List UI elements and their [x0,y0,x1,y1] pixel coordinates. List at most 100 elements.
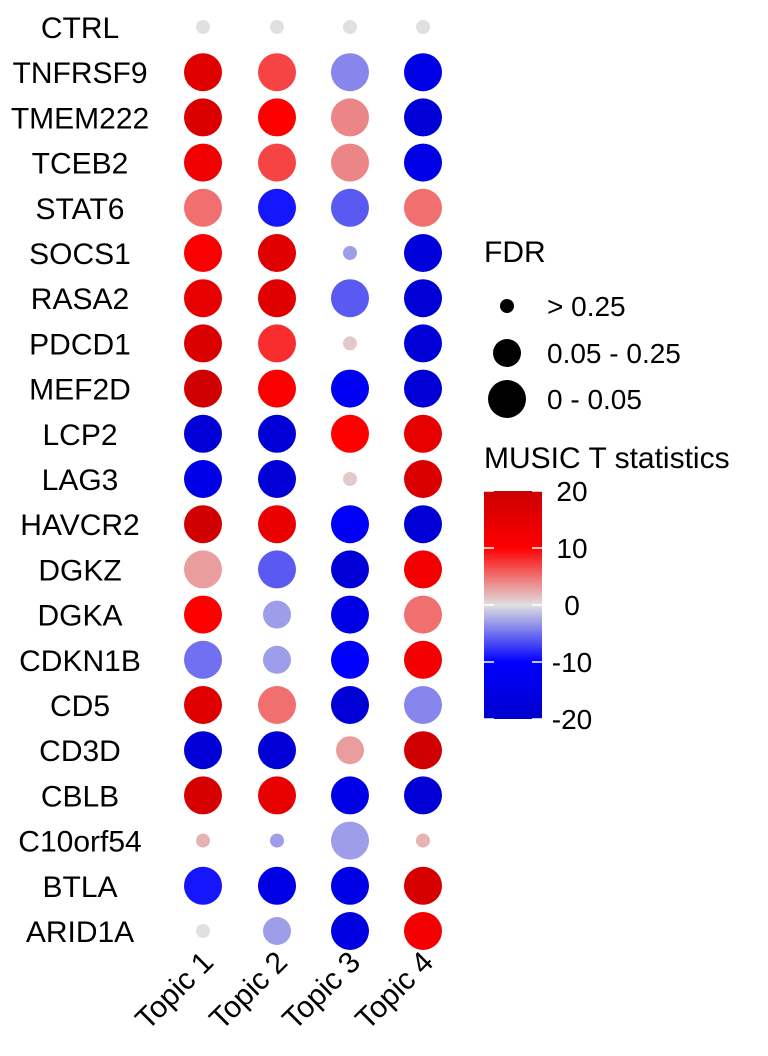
dot [258,686,296,724]
gene-label: LAG3 [42,464,119,497]
dot [404,98,442,137]
dot [184,731,222,770]
dot [404,369,442,408]
dot [331,821,369,860]
dot [331,595,369,634]
gene-label: TCEB2 [32,148,129,181]
topic-label: Topic 2 [203,946,294,1037]
dot [331,369,369,408]
gene-label: PDCD1 [29,328,131,361]
dot [331,550,369,589]
dot [331,866,369,905]
t-statistic-color-legend: MUSIC T statistics 20 10 0 -10 -20 [484,442,730,735]
dot [331,776,369,815]
dot [263,645,291,674]
dot [404,324,442,363]
gene-label: STAT6 [36,193,125,226]
gene-label: CD5 [50,690,110,723]
fdr-legend-dot-small [500,299,514,313]
dot [184,595,222,634]
dot [258,505,296,544]
topic-label: Topic 4 [349,946,440,1037]
gene-label: TNFRSF9 [13,57,148,90]
gene-label: MEF2D [29,374,131,407]
dot [343,246,357,260]
dot [331,686,369,724]
gene-label: CTRL [41,12,119,45]
dot [404,686,442,724]
dot [184,188,222,227]
color-tick-label: -10 [552,647,592,678]
dot [258,324,296,363]
dot [258,776,296,815]
dot [184,234,222,272]
color-tick-label: 0 [564,590,580,621]
fdr-legend-label-small: > 0.25 [547,291,626,322]
dot [416,833,430,848]
dot [184,414,222,453]
dot [416,20,430,34]
dot [258,731,296,770]
dot [258,98,296,137]
color-legend-title: MUSIC T statistics [484,442,730,475]
dot [196,20,210,34]
gene-label: BTLA [42,871,117,904]
topic-label: Topic 3 [276,946,367,1037]
dot [331,279,369,318]
dot [404,460,442,498]
dot [184,324,222,363]
dot [258,279,296,318]
dot [270,833,284,848]
dot [404,188,442,227]
topic-label: Topic 1 [129,946,220,1037]
color-tick-label: -20 [552,704,592,735]
gene-label: RASA2 [31,283,129,316]
dot [331,143,369,182]
gene-label: CDKN1B [19,645,141,678]
dot [331,188,369,227]
dot [404,595,442,634]
dot [404,234,442,272]
dot [184,460,222,498]
dot [331,505,369,544]
dot [331,98,369,137]
dot [258,53,296,92]
dot [258,143,296,182]
fdr-size-legend: FDR > 0.25 0.05 - 0.25 0 - 0.05 [484,236,681,418]
dot [404,550,442,589]
dot [263,917,291,945]
gene-label: DGKZ [38,554,121,587]
dot [184,505,222,544]
dot [258,234,296,272]
dot [331,912,369,950]
dot [404,866,442,905]
gene-label: C10orf54 [18,826,141,859]
dot [331,53,369,92]
dot [184,279,222,318]
dot [331,414,369,453]
dot-grid [184,20,442,950]
gene-label: CBLB [41,780,119,813]
color-tick-label: 10 [556,533,587,564]
gene-label: DGKA [37,600,122,633]
dot [184,369,222,408]
gene-label: HAVCR2 [20,509,139,542]
dot [184,98,222,137]
dot [184,640,222,679]
dot [196,833,210,848]
fdr-legend-label-medium: 0.05 - 0.25 [547,338,681,369]
gene-label: CD3D [39,735,121,768]
dot [184,53,222,92]
dot [404,414,442,453]
dot [404,279,442,318]
dot [343,472,357,486]
dot [404,731,442,770]
dot [184,776,222,815]
gene-label: ARID1A [26,916,134,949]
gene-axis-labels: CTRL TNFRSF9 TMEM222 TCEB2 STAT6 SOCS1 RASA2 PD… [11,12,149,949]
dot [258,550,296,589]
dot [404,53,442,92]
dot [343,20,357,34]
dot [184,686,222,724]
